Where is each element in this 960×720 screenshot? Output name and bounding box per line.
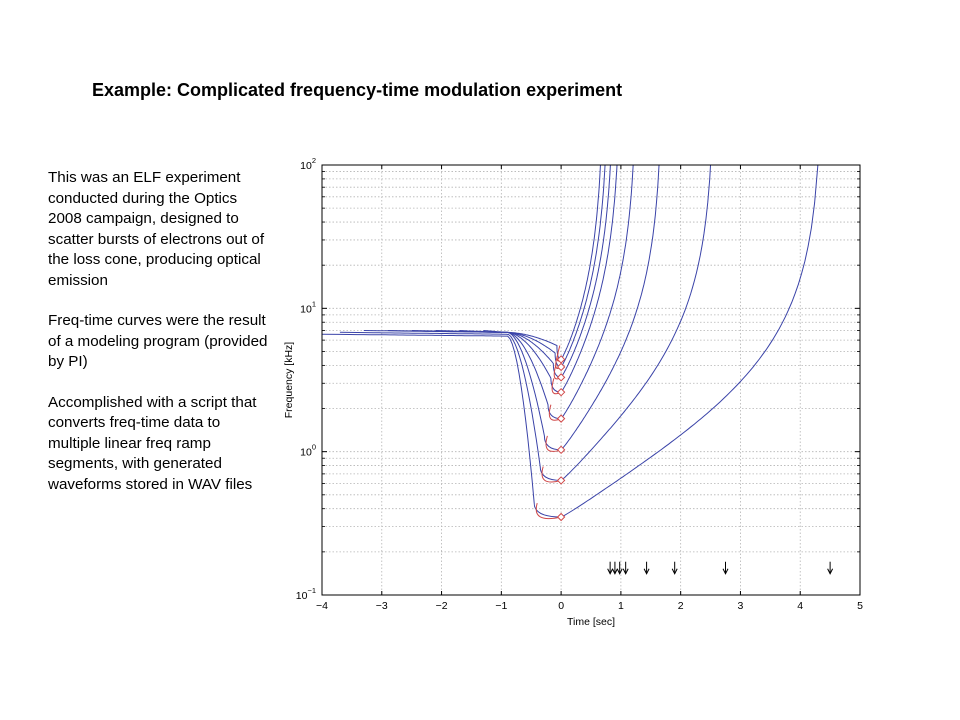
curve-descending (322, 333, 562, 518)
slide-title: Example: Complicated frequency-time modu… (92, 80, 623, 100)
down-arrow-head (611, 568, 618, 575)
y-tick-label: 101 (300, 299, 316, 315)
curve-descending (435, 330, 562, 378)
x-tick-label: 3 (738, 600, 744, 612)
curve-descending (339, 331, 562, 481)
chart-markers (556, 355, 566, 522)
plot-frame (321, 164, 861, 596)
down-arrow-head (827, 568, 834, 575)
down-arrow-head (671, 568, 678, 575)
x-tick-label: 1 (618, 600, 624, 612)
curve-ascending (560, 165, 634, 419)
chart-arrows (607, 561, 834, 575)
down-arrow-head (616, 568, 623, 575)
axis-ticks: −4 −3 −2 −1 0 1 2 3 4 5 10−1 100 101 102 (296, 156, 863, 612)
curve-loop (541, 466, 562, 483)
diamond-marker (556, 387, 566, 397)
y-tick-label: 100 (300, 443, 316, 459)
diamond-marker (556, 414, 566, 423)
x-tick-label: 4 (797, 600, 803, 612)
x-axis-label: Time [sec] (567, 616, 615, 628)
down-arrow-head (643, 568, 650, 575)
description-paragraph-3: Accomplished with a script that converts… (48, 393, 257, 493)
x-tick-label: 0 (558, 600, 564, 612)
x-tick-label: 5 (857, 600, 863, 612)
description-paragraph-1: This was an ELF experiment conducted dur… (48, 169, 265, 289)
down-arrow-head (607, 568, 614, 575)
x-tick-label: −3 (376, 600, 388, 612)
diamond-marker (556, 512, 566, 522)
x-tick-label: −2 (436, 600, 448, 612)
curve-ascending (560, 165, 819, 518)
y-axis-label: Frequency [kHz] (283, 342, 295, 419)
curve-ascending (560, 165, 606, 368)
chart-grid (322, 165, 860, 595)
diamond-marker (556, 476, 566, 485)
diamond-marker (556, 355, 566, 364)
curve-loop (535, 502, 562, 520)
diamond-marker (556, 373, 566, 382)
curve-ascending (560, 165, 618, 393)
y-tick-label: 102 (300, 156, 316, 172)
diamond-marker (556, 362, 566, 372)
curve-ascending (560, 165, 611, 378)
x-tick-label: −4 (316, 600, 328, 612)
curve-descending (387, 330, 562, 420)
x-tick-label: 2 (678, 600, 684, 612)
diamond-marker (556, 445, 566, 455)
chart-curves (322, 165, 819, 520)
description-text: This was an ELF experiment conducted dur… (48, 168, 270, 515)
curve-ascending (560, 165, 712, 481)
y-tick-label: 10−1 (296, 586, 316, 602)
down-arrow-head (722, 568, 729, 575)
curve-descending (483, 330, 562, 360)
curve-ascending (560, 165, 660, 451)
description-paragraph-2: Freq-time curves were the result of a mo… (48, 312, 268, 370)
curve-ascending (560, 165, 601, 360)
x-tick-label: −1 (495, 600, 507, 612)
down-arrow-head (622, 568, 629, 575)
